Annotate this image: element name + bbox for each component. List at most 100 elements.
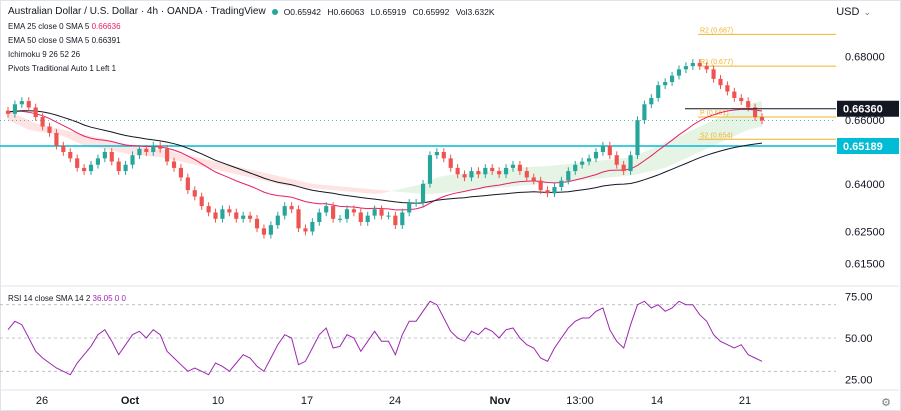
- candle-body: [26, 101, 31, 108]
- candle-body: [614, 155, 619, 165]
- price-axis[interactable]: 0.68000 0.66000 0.64000 0.62500 0.61500 0.663…: [837, 52, 899, 271]
- candle-body: [607, 145, 612, 156]
- price-tick-label: 0.64000: [845, 179, 885, 191]
- cloud-segment: [388, 190, 396, 192]
- cloud-segment: [201, 158, 209, 168]
- candle-body: [82, 167, 87, 172]
- open-value: O0.65942: [283, 6, 322, 17]
- candle-body: [524, 171, 529, 178]
- cloud-segment: [554, 164, 562, 183]
- indicator-label: EMA 50 close 0 SMA 5: [8, 36, 90, 45]
- candle-body: [144, 148, 149, 152]
- cloud-segment: [28, 120, 36, 132]
- cloud-segment: [174, 152, 181, 162]
- cloud-segment: [263, 172, 271, 183]
- indicator-legend-pivots[interactable]: Pivots Traditional Auto 1 Left 1: [8, 64, 116, 73]
- ema25-line: [7, 108, 763, 211]
- candle-body: [531, 177, 536, 181]
- candle-body: [358, 212, 363, 222]
- indicator-legend-ema50[interactable]: EMA 50 close 0 SMA 5 0.66391: [8, 36, 121, 45]
- candle-body: [704, 66, 709, 70]
- candle-body: [165, 148, 170, 162]
- currency-selector[interactable]: USD ⌄: [836, 6, 871, 18]
- rsi-label: RSI 14 close SMA 14 2: [8, 294, 91, 303]
- cloud-segment: [651, 145, 659, 172]
- candle-body: [178, 167, 184, 178]
- candle-body: [102, 152, 107, 159]
- candle-body: [545, 190, 550, 194]
- candle-body: [414, 202, 419, 204]
- candle-body: [718, 78, 723, 86]
- cloud-segment: [312, 183, 320, 189]
- cloud-segment: [602, 159, 610, 179]
- indicator-label: Ichimoku 9 26 52 26: [8, 50, 81, 59]
- cloud-segment: [70, 131, 78, 143]
- candle-body: [130, 155, 135, 165]
- gear-icon[interactable]: ⚙: [881, 397, 891, 409]
- candle-body: [123, 164, 128, 172]
- cloud-segment: [367, 188, 375, 194]
- candle-body: [469, 171, 474, 178]
- indicator-legend-ema25[interactable]: EMA 25 close 0 SMA 5 0.66636: [8, 22, 121, 31]
- cloud-segment: [665, 139, 673, 168]
- candle-body: [580, 161, 585, 165]
- volume-value: Vol3.632K: [455, 6, 495, 17]
- candle-body: [337, 218, 343, 220]
- candle-body: [47, 126, 52, 133]
- time-tick-label: 10: [212, 395, 224, 407]
- candle-body: [448, 158, 453, 168]
- pivot-label: P (0.661): [700, 110, 729, 117]
- candle-body: [427, 155, 433, 184]
- cloud-segment: [672, 136, 679, 165]
- symbol-title[interactable]: Australian Dollar / U.S. Dollar · 4h · O…: [8, 6, 266, 17]
- candle-body: [725, 85, 730, 92]
- time-tick-label: 24: [389, 395, 401, 407]
- currency-label: USD: [836, 6, 860, 18]
- candle-body: [683, 66, 688, 70]
- candle-body: [220, 209, 225, 219]
- indicator-legend-ichimoku[interactable]: Ichimoku 9 26 52 26: [8, 50, 80, 59]
- cloud-segment: [63, 129, 71, 140]
- candle-body: [711, 69, 716, 79]
- candle-body: [455, 167, 460, 175]
- candle-body: [441, 152, 446, 159]
- candle-body: [171, 161, 177, 168]
- rsi-line: [7, 300, 763, 376]
- candle-body: [759, 117, 765, 121]
- candle-body: [462, 174, 467, 178]
- pivot-lines: R2 (0.687) R1 (0.677) P (0.661) S2 (0.654): [698, 27, 836, 140]
- ema-lines: [7, 108, 763, 211]
- rsi-tick-label: 75.00: [845, 291, 873, 303]
- candle-body: [365, 215, 370, 222]
- candle-body: [317, 212, 322, 222]
- cloud-segment: [374, 189, 382, 194]
- cloud-segment: [485, 171, 493, 189]
- market-status-dot: [271, 8, 278, 15]
- rsi-legend[interactable]: RSI 14 close SMA 14 2 36.05 0 0: [8, 294, 126, 303]
- cloud-segment: [402, 186, 410, 193]
- candle-body: [434, 152, 439, 156]
- cloud-segment: [492, 170, 500, 189]
- price-tick-label: 0.66000: [845, 115, 885, 127]
- candle-body: [61, 145, 66, 152]
- price-tick-label: 0.62500: [845, 227, 885, 239]
- time-axis[interactable]: 26 Oct 10 17 24 Nov 13:00 14 21: [0, 389, 899, 407]
- cloud-segment: [208, 159, 216, 170]
- candle-body: [669, 75, 675, 83]
- cloud-segment: [395, 188, 403, 193]
- candle-body: [490, 167, 495, 172]
- candle-body: [517, 164, 522, 172]
- cloud-segment: [77, 132, 85, 146]
- candle-body: [697, 62, 702, 67]
- candle-body: [289, 206, 294, 210]
- candle-body: [656, 85, 661, 98]
- candle-body: [206, 206, 211, 213]
- candle-body: [566, 171, 571, 181]
- time-tick-label: 21: [739, 395, 751, 407]
- time-tick-label: Nov: [490, 395, 512, 407]
- price-tick-label: 0.68000: [845, 52, 885, 64]
- cloud-segment: [436, 175, 444, 194]
- candle-body: [635, 120, 640, 156]
- cloud-segment: [319, 184, 327, 190]
